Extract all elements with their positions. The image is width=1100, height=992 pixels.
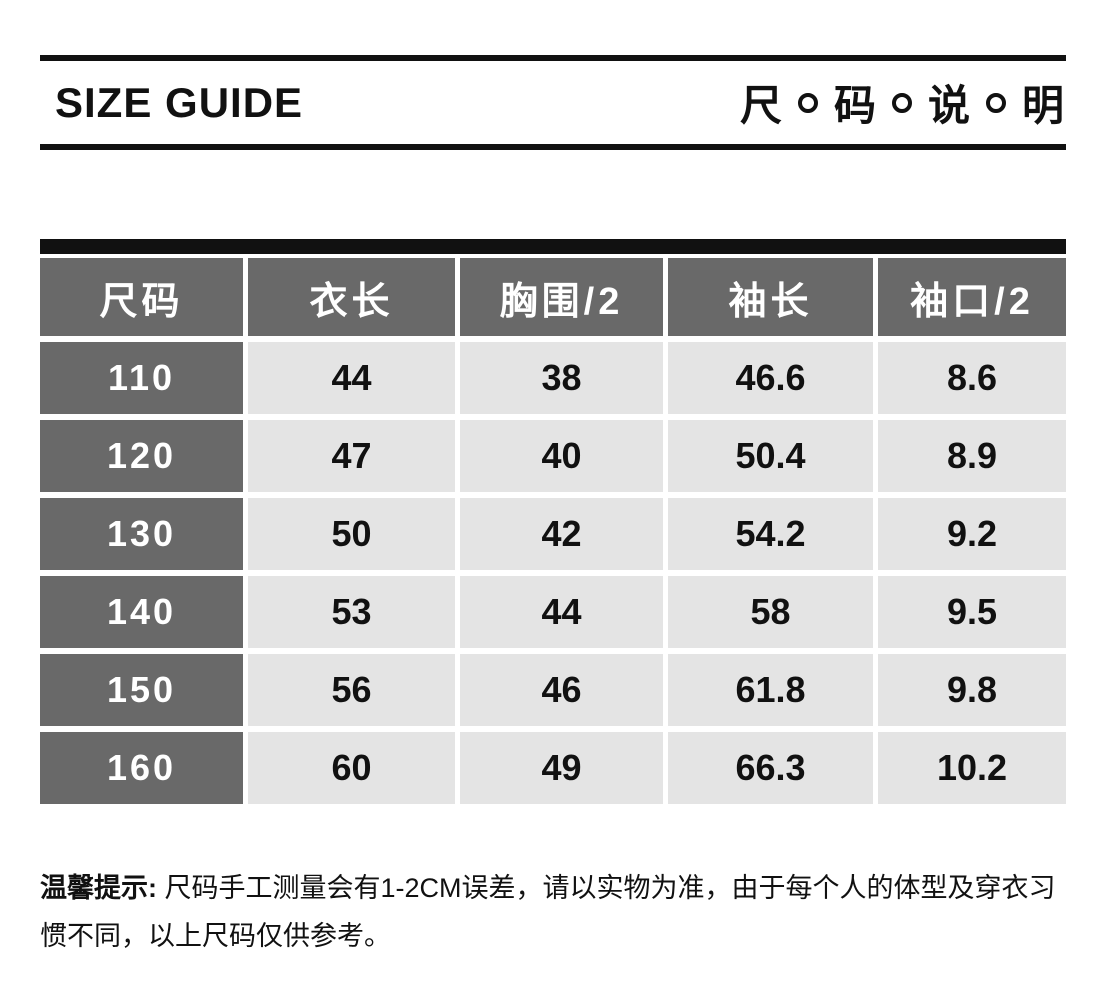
table-cell: 49	[460, 732, 663, 804]
table-cell: 60	[248, 732, 455, 804]
table-cell: 56	[248, 654, 455, 726]
table-header-cell-sleeve: 袖长	[668, 258, 873, 336]
table-cell: 66.3	[668, 732, 873, 804]
table-row-label: 160	[40, 732, 243, 804]
title-cn-char: 码	[833, 82, 876, 129]
ring-separator-icon	[797, 92, 818, 113]
table-cell: 47	[248, 420, 455, 492]
table-header-cell-length: 衣长	[248, 258, 455, 336]
title-cn-char: 说	[927, 82, 970, 129]
table-cell: 38	[460, 342, 663, 414]
title-cn-char: 尺	[739, 82, 782, 129]
note-text: 尺码手工测量会有1-2CM误差，请以实物为准，由于每个人的体型及穿衣习惯不同，以…	[40, 873, 1056, 951]
table-cell: 44	[248, 342, 455, 414]
table-cell: 61.8	[668, 654, 873, 726]
content-area: SIZE GUIDE 尺 码 说 明 尺码 衣长 胸围/2 袖长 袖口/2 11…	[40, 0, 1066, 960]
measurement-note: 温馨提示: 尺码手工测量会有1-2CM误差，请以实物为准，由于每个人的体型及穿衣…	[40, 864, 1070, 960]
table-cell: 50	[248, 498, 455, 570]
table-row-label: 120	[40, 420, 243, 492]
table-row-label: 130	[40, 498, 243, 570]
table-cell: 46	[460, 654, 663, 726]
table-cell: 42	[460, 498, 663, 570]
top-rule	[40, 55, 1066, 61]
page-title-en: SIZE GUIDE	[55, 78, 304, 126]
table-row-label: 140	[40, 576, 243, 648]
note-label: 温馨提示:	[40, 873, 157, 903]
page-title-cn: 尺 码 说 明	[740, 72, 1064, 133]
table-cell: 44	[460, 576, 663, 648]
table-cell: 50.4	[668, 420, 873, 492]
table-header-cell-cuff: 袖口/2	[878, 258, 1066, 336]
table-cell: 9.5	[878, 576, 1066, 648]
table-cell: 46.6	[668, 342, 873, 414]
table-row-label: 110	[40, 342, 243, 414]
table-header-cell-size: 尺码	[40, 258, 243, 336]
ring-separator-icon	[985, 92, 1006, 113]
table-cell: 54.2	[668, 498, 873, 570]
table-cell: 10.2	[878, 732, 1066, 804]
table-top-bar	[40, 239, 1066, 254]
table-cell: 53	[248, 576, 455, 648]
title-cn-char: 明	[1021, 82, 1064, 129]
table-cell: 9.8	[878, 654, 1066, 726]
size-table: 尺码 衣长 胸围/2 袖长 袖口/2 110 44 38 46.6 8.6 12…	[40, 258, 1066, 804]
table-cell: 40	[460, 420, 663, 492]
ring-separator-icon	[891, 92, 912, 113]
table-header-cell-chest: 胸围/2	[460, 258, 663, 336]
title-bar: SIZE GUIDE 尺 码 说 明	[40, 61, 1066, 144]
table-cell: 9.2	[878, 498, 1066, 570]
table-row-label: 150	[40, 654, 243, 726]
title-bottom-rule	[40, 144, 1066, 150]
table-cell: 8.6	[878, 342, 1066, 414]
table-cell: 8.9	[878, 420, 1066, 492]
table-cell: 58	[668, 576, 873, 648]
